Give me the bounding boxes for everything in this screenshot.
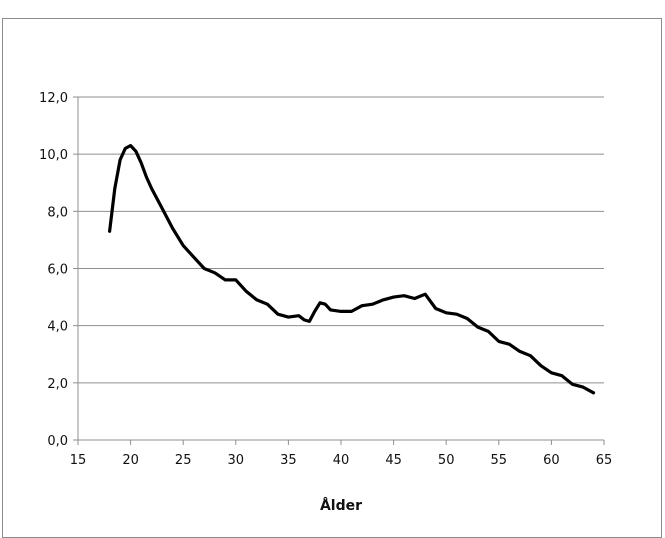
y-tick-label: 10,0 (39, 148, 68, 163)
data-point (267, 303, 269, 305)
data-point (424, 293, 426, 295)
data-point (246, 291, 248, 293)
data-point (109, 231, 111, 233)
x-tick-label: 65 (596, 453, 613, 468)
data-point (314, 311, 316, 313)
data-point (572, 384, 574, 386)
data-point (214, 272, 216, 274)
data-point (393, 296, 395, 298)
data-point (435, 308, 437, 310)
data-point (382, 299, 384, 301)
data-point (277, 313, 279, 315)
data-point (182, 245, 184, 247)
y-tick-label: 8,0 (47, 205, 68, 220)
data-point (130, 145, 132, 147)
x-axis-title: Ålder (320, 497, 362, 514)
x-tick-label: 60 (543, 453, 560, 468)
data-point (488, 331, 490, 333)
x-tick-label: 20 (122, 453, 139, 468)
data-point (351, 311, 353, 313)
x-tick-label: 15 (70, 453, 87, 468)
data-point (372, 303, 374, 305)
data-point (225, 279, 227, 281)
data-point (414, 298, 416, 300)
y-tick-label: 12,0 (39, 91, 68, 106)
data-point (403, 295, 405, 297)
x-tick-label: 45 (385, 453, 402, 468)
tick-label-layer: 0,0 2,0 4,0 6,0 8,0 10,0 12,0 15 20 25 30 35 40 45 50 5… (39, 91, 612, 468)
data-point (288, 316, 290, 318)
data-point (303, 319, 305, 321)
y-tick-label: 6,0 (47, 263, 68, 278)
data-point (330, 309, 332, 311)
data-point (593, 392, 595, 394)
data-point (161, 208, 163, 210)
axis-layer (73, 96, 605, 445)
data-point (456, 313, 458, 315)
data-point (203, 268, 205, 270)
data-point (193, 256, 195, 258)
data-point (519, 351, 521, 353)
data-point (119, 159, 121, 161)
data-point (140, 162, 142, 164)
data-point (582, 386, 584, 388)
data-point (125, 148, 127, 150)
x-tick-label: 40 (333, 453, 350, 468)
x-tick-label: 30 (228, 453, 245, 468)
x-tick-label: 55 (491, 453, 508, 468)
y-tick-label: 2,0 (47, 377, 68, 392)
data-point (324, 303, 326, 305)
data-point (445, 312, 447, 314)
data-point (530, 355, 532, 357)
data-point (498, 341, 500, 343)
y-tick-label: 0,0 (47, 434, 68, 449)
data-point (477, 326, 479, 328)
data-point (146, 176, 148, 178)
data-point (551, 372, 553, 374)
data-point (235, 279, 237, 281)
x-tick-label: 50 (438, 453, 455, 468)
x-tick-label: 35 (280, 453, 297, 468)
data-point (172, 228, 174, 230)
data-point (319, 302, 321, 304)
data-point (309, 321, 311, 323)
data-point (540, 365, 542, 367)
series-line (108, 144, 596, 395)
data-point (509, 343, 511, 345)
data-point (135, 151, 137, 153)
data-point (561, 375, 563, 377)
chart-frame (2, 18, 662, 538)
x-tick-label: 25 (175, 453, 192, 468)
y-tick-label: 4,0 (47, 320, 68, 335)
data-point (114, 188, 116, 190)
data-point (361, 305, 363, 307)
data-point (151, 188, 153, 190)
data-point (466, 318, 468, 320)
grid-layer (78, 96, 604, 384)
data-point (298, 315, 300, 317)
series-layer (108, 144, 596, 395)
data-point (256, 299, 258, 301)
data-point (340, 311, 342, 313)
